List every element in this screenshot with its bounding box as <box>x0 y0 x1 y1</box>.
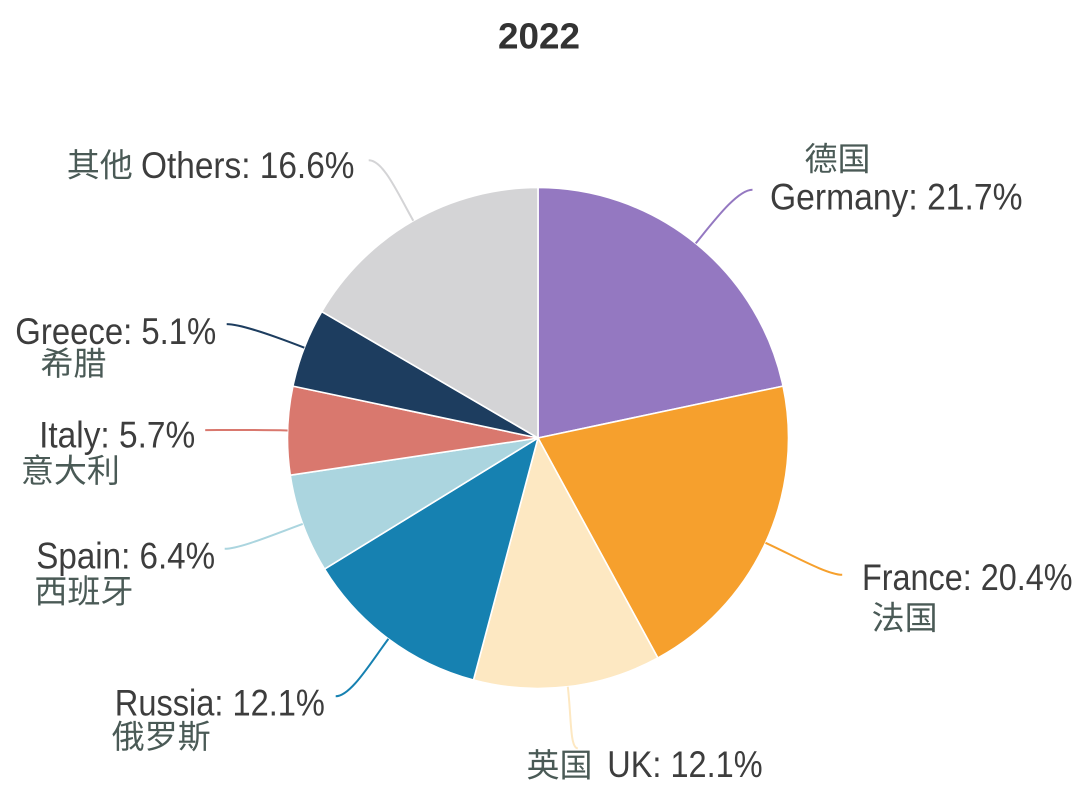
svg-text:UK: 12.1%: UK: 12.1% <box>607 743 762 785</box>
svg-text:Italy: 5.7%: Italy: 5.7% <box>39 413 195 455</box>
svg-text:Germany: 21.7%: Germany: 21.7% <box>770 175 1023 217</box>
svg-text:2022: 2022 <box>498 16 580 57</box>
svg-text:Greece: 5.1%: Greece: 5.1% <box>15 310 216 352</box>
svg-text:Spain: 6.4%: Spain: 6.4% <box>36 534 215 576</box>
svg-text:Russia: 12.1%: Russia: 12.1% <box>115 682 325 724</box>
svg-text:Others: 16.6%: Others: 16.6% <box>141 144 355 186</box>
svg-text:France: 20.4%: France: 20.4% <box>862 556 1073 598</box>
